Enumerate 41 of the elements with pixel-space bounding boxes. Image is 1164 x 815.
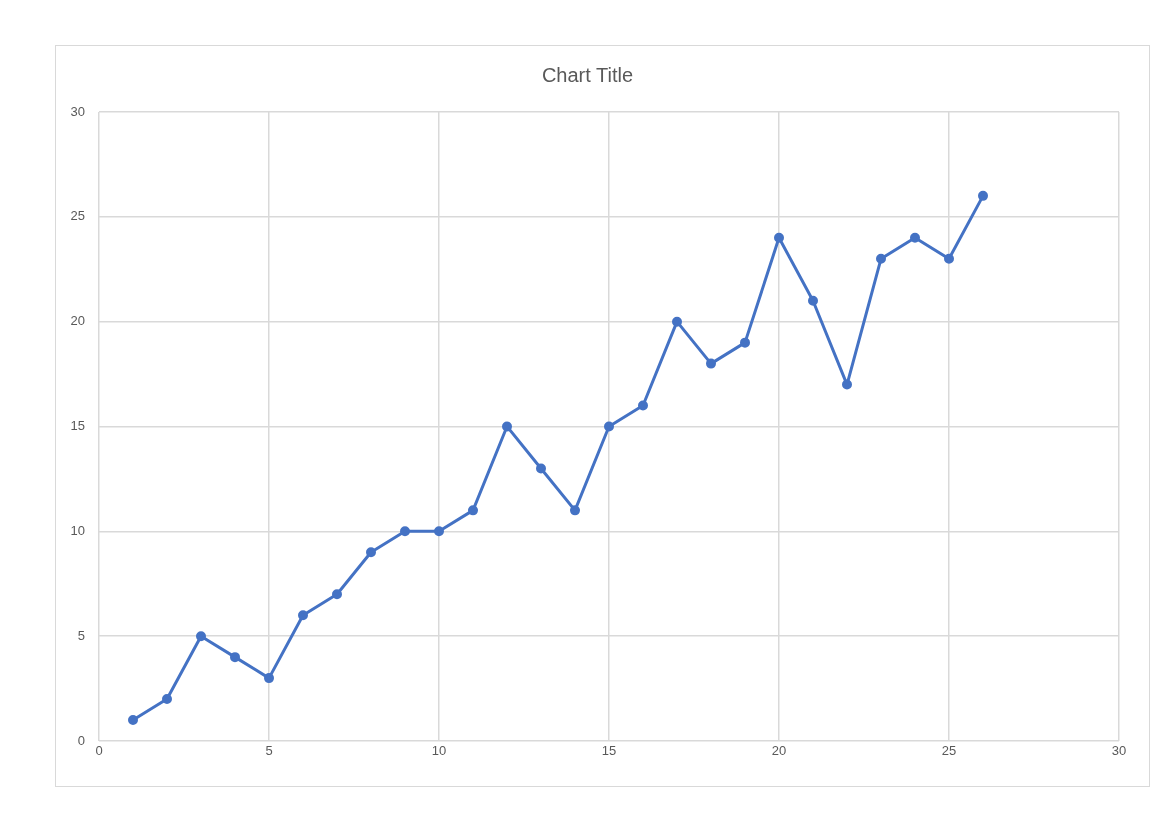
point	[842, 379, 852, 390]
y-tick-label: 30	[70, 103, 85, 119]
x-tick-label: 30	[1111, 743, 1127, 759]
point	[298, 610, 308, 621]
y-tick-label: 25	[70, 208, 85, 224]
point	[638, 400, 648, 411]
point	[876, 253, 886, 264]
point	[434, 526, 444, 537]
x-tick-label: 15	[601, 743, 617, 759]
point	[706, 358, 716, 369]
y-tick-label: 15	[70, 418, 85, 434]
point	[332, 589, 342, 600]
x-tick-label: 0	[95, 743, 103, 759]
x-tick-label: 5	[265, 743, 273, 759]
y-tick-label: 5	[77, 627, 85, 643]
y-tick-label: 20	[70, 313, 85, 329]
point	[196, 631, 206, 642]
point	[944, 253, 954, 264]
point	[570, 505, 580, 516]
point	[230, 652, 240, 663]
x-tick-label: 20	[771, 743, 787, 759]
point	[128, 715, 138, 726]
point	[774, 232, 784, 243]
point	[910, 232, 920, 243]
point	[502, 421, 512, 432]
point	[672, 316, 682, 327]
point	[978, 190, 988, 201]
point	[264, 673, 274, 684]
point	[366, 547, 376, 558]
chart-title: Chart Title	[541, 63, 634, 86]
point	[468, 505, 478, 516]
point	[604, 421, 614, 432]
point	[162, 694, 172, 705]
point	[400, 526, 410, 537]
x-tick-label: 25	[941, 743, 957, 759]
x-tick-label: 10	[431, 743, 447, 759]
point	[740, 337, 750, 348]
point	[808, 295, 818, 306]
y-tick-label: 10	[70, 522, 85, 538]
y-tick-label: 0	[77, 732, 85, 748]
point	[536, 463, 546, 474]
